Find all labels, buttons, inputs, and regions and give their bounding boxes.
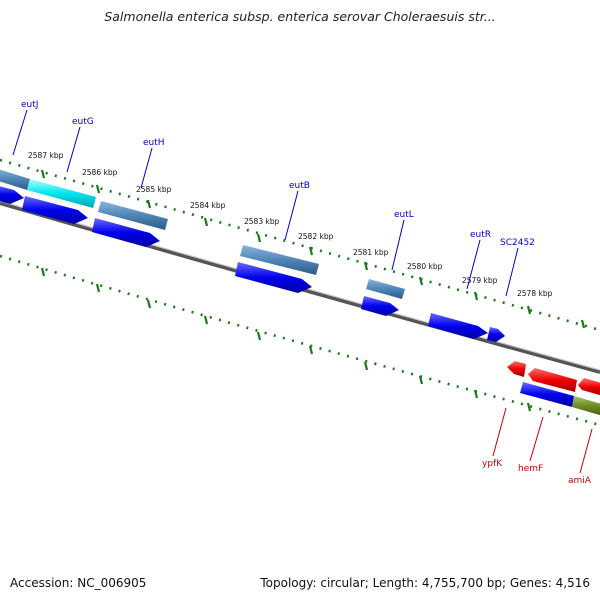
gene-arrow[interactable]: [92, 218, 160, 247]
kbp-label-2578: 2578 kbp: [517, 289, 553, 298]
feature-bar-cyan[interactable]: [27, 179, 96, 208]
kbp-label-2586: 2586 kbp: [82, 168, 118, 177]
kbp-label-2579: 2579 kbp: [462, 276, 498, 285]
gene-leaders-top: [12, 109, 519, 297]
gene-leaders-bottom: [492, 407, 593, 474]
gene-label-eutB[interactable]: eutB: [289, 181, 310, 191]
gene-arrow[interactable]: [361, 296, 399, 316]
major-ticks-lower: [40, 267, 532, 412]
gene-label-eutH[interactable]: eutH: [143, 138, 165, 148]
kbp-label-2583: 2583 kbp: [244, 217, 280, 226]
inner-feature-track: [520, 382, 600, 416]
kbp-label-2582: 2582 kbp: [298, 232, 334, 241]
feature-bar-olive[interactable]: [572, 396, 600, 416]
kbp-label-2581: 2581 kbp: [353, 248, 389, 257]
kbp-label-2584: 2584 kbp: [190, 201, 226, 210]
feature-bar[interactable]: [98, 201, 168, 230]
feature-bar[interactable]: [0, 168, 30, 190]
gene-arrow-reverse[interactable]: [528, 368, 577, 392]
kbp-label-2580: 2580 kbp: [407, 262, 443, 271]
gene-arrow-reverse[interactable]: [507, 361, 526, 377]
kbp-label-2585: 2585 kbp: [136, 185, 172, 194]
gene-label-hemF[interactable]: hemF: [518, 464, 543, 474]
gene-label-eutJ[interactable]: eutJ: [21, 100, 38, 110]
gene-label-ypfK[interactable]: ypfK: [482, 459, 503, 469]
feature-bar[interactable]: [240, 245, 319, 275]
feature-bar[interactable]: [366, 279, 405, 299]
feature-track: [0, 168, 405, 299]
gene-label-eutG[interactable]: eutG: [72, 117, 94, 127]
major-ticks-upper: [40, 169, 586, 329]
gene-arrow[interactable]: [0, 185, 24, 204]
map-title: Salmonella enterica subsp. enterica sero…: [104, 9, 496, 24]
gene-label-eutR[interactable]: eutR: [470, 230, 491, 240]
gene-arrow[interactable]: [235, 262, 312, 293]
gene-arrow[interactable]: [22, 196, 88, 224]
gene-arrow[interactable]: [428, 313, 488, 339]
gene-label-eutL[interactable]: eutL: [394, 210, 414, 220]
reverse-genes: [507, 361, 600, 396]
gene-label-amiA[interactable]: amiA: [568, 476, 592, 486]
feature-bar-blue[interactable]: [520, 382, 574, 407]
forward-genes: [0, 185, 505, 342]
kbp-label-2587: 2587 kbp: [28, 151, 64, 160]
gene-arrow-reverse[interactable]: [578, 378, 600, 396]
accession-text: Accession: NC_006905: [10, 576, 147, 590]
gene-arrow[interactable]: [487, 327, 505, 342]
topology-text: Topology: circular; Length: 4,755,700 bp…: [260, 576, 590, 590]
upper-tick-ruler: [0, 158, 600, 332]
gene-label-SC2452[interactable]: SC2452: [500, 238, 535, 248]
